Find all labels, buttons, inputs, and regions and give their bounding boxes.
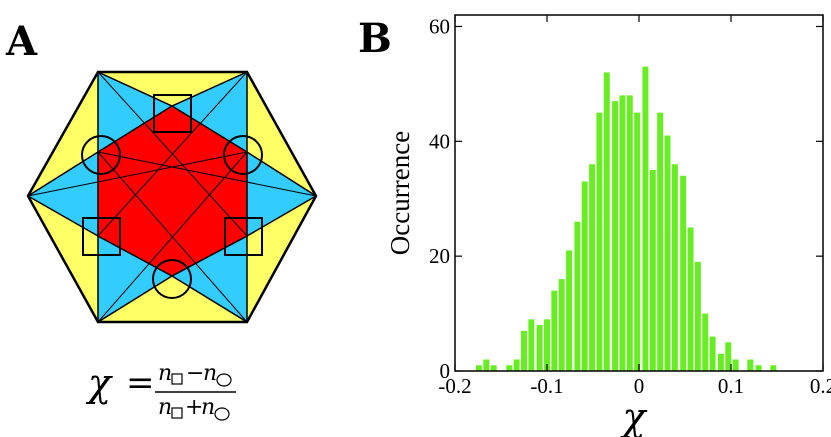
square-subscript-icon bbox=[171, 373, 183, 385]
histogram-bar bbox=[566, 250, 573, 371]
y-tick-label: 40 bbox=[429, 129, 450, 153]
square-marker bbox=[224, 217, 263, 256]
x-axis-title: χ bbox=[619, 395, 647, 437]
histogram-bar bbox=[642, 66, 649, 372]
histogram-chart: -0.2 -0.1 0 0.1 0.2 0 20 40 60 Occurrence χ bbox=[385, 14, 831, 437]
y-tick-label: 0 bbox=[440, 359, 451, 383]
histogram-bar bbox=[747, 359, 754, 371]
x-tick-label: -0.2 bbox=[438, 374, 471, 398]
circle-marker bbox=[223, 135, 263, 175]
square-marker bbox=[153, 94, 192, 133]
histogram-bar bbox=[475, 365, 482, 371]
numerator-n-square: n bbox=[158, 361, 172, 386]
square-subscript-icon bbox=[171, 407, 183, 419]
histogram-bar bbox=[490, 365, 497, 371]
histogram-bar bbox=[664, 135, 671, 371]
histogram-bar bbox=[634, 112, 641, 372]
histogram-bar bbox=[671, 164, 678, 371]
histogram-bar bbox=[558, 279, 565, 371]
formula-chi: χ bbox=[85, 361, 113, 405]
square-marker bbox=[82, 217, 121, 256]
star-edge bbox=[97, 151, 317, 197]
denominator-n-square: n bbox=[158, 395, 172, 420]
panel-b-label: B bbox=[358, 15, 392, 62]
circle-subscript-icon bbox=[214, 407, 230, 421]
circle-marker bbox=[81, 135, 121, 175]
histogram-bar bbox=[649, 170, 656, 371]
x-tick-label: -0.1 bbox=[530, 374, 563, 398]
formula-equals: = bbox=[126, 363, 155, 403]
x-tick-label: 0.1 bbox=[718, 374, 744, 398]
histogram-bar bbox=[619, 95, 626, 371]
histogram-bar bbox=[603, 72, 610, 372]
histogram-bar bbox=[709, 336, 716, 371]
histogram-bar bbox=[657, 112, 664, 372]
chi-formula: χ = n − n n + n bbox=[85, 361, 236, 421]
histogram-bar bbox=[770, 365, 777, 371]
histogram-bar bbox=[551, 290, 558, 371]
histogram-bar bbox=[732, 359, 739, 371]
panel-a-label: A bbox=[5, 18, 38, 65]
histogram-bar bbox=[725, 342, 732, 371]
histogram-bar bbox=[581, 181, 588, 371]
histogram-bar bbox=[680, 175, 687, 371]
denominator-n-circle: n bbox=[201, 395, 215, 420]
histogram-bar bbox=[755, 365, 762, 371]
circle-marker bbox=[152, 259, 192, 299]
histogram-bar bbox=[536, 325, 543, 371]
y-axis-title: Occurrence bbox=[385, 131, 415, 255]
histogram-bar bbox=[589, 164, 596, 371]
histogram-bar bbox=[544, 319, 550, 371]
x-tick-label: 0.2 bbox=[810, 374, 831, 398]
histogram-bar bbox=[626, 95, 633, 371]
numerator-minus: − bbox=[186, 361, 204, 386]
y-tick-label: 60 bbox=[429, 14, 450, 38]
star-edge bbox=[97, 71, 248, 237]
histogram-bar bbox=[528, 319, 535, 371]
histogram-bar bbox=[702, 313, 709, 371]
denominator-plus: + bbox=[185, 395, 203, 420]
histogram-bar bbox=[694, 261, 701, 371]
x-tick-label: 0 bbox=[634, 374, 645, 398]
star-edge bbox=[27, 151, 248, 197]
circle-subscript-icon bbox=[216, 373, 232, 387]
histogram-bar bbox=[687, 227, 694, 371]
histogram-bar bbox=[521, 330, 527, 371]
star-edge bbox=[97, 151, 248, 323]
y-axis-ticks: 0 20 40 60 bbox=[429, 14, 823, 383]
histogram-bar bbox=[483, 359, 490, 371]
x-axis-ticks: -0.2 -0.1 0 0.1 0.2 bbox=[438, 15, 831, 398]
histogram-bar bbox=[513, 359, 520, 371]
histogram-bar bbox=[717, 353, 724, 371]
histogram-bars bbox=[475, 66, 777, 372]
numerator-n-circle: n bbox=[203, 361, 217, 386]
histogram-bar bbox=[574, 221, 581, 371]
y-tick-label: 20 bbox=[429, 244, 450, 268]
hexagon-diagram bbox=[26, 70, 318, 324]
histogram-bar bbox=[506, 365, 513, 371]
histogram-bar bbox=[596, 112, 603, 372]
histogram-bar bbox=[612, 101, 619, 371]
